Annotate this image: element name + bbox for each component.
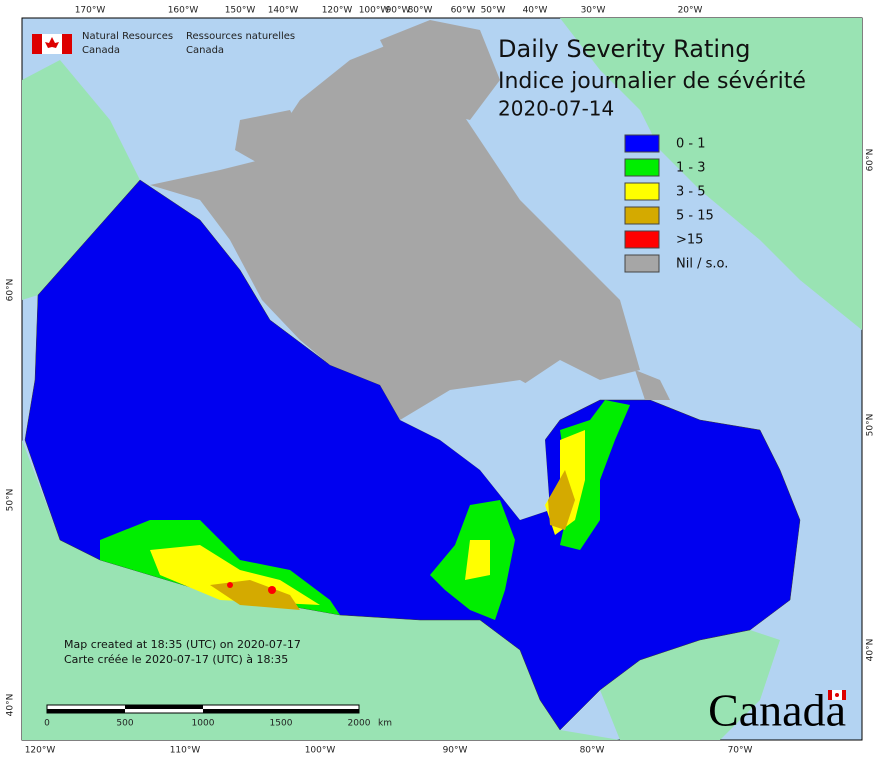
scale-label: 500 (116, 719, 133, 729)
scale-bar (46, 704, 360, 714)
wordmark: Canada (708, 685, 846, 736)
title-fr: Indice journalier de sévérité (498, 69, 806, 94)
legend-swatch (624, 206, 660, 225)
legend-label: 5 - 15 (676, 209, 714, 224)
latitude-label: 40°N (6, 694, 16, 717)
latitude-label: 60°N (6, 279, 16, 302)
agency-en: Natural Resources (82, 31, 173, 42)
longitude-label: 170°W (75, 6, 106, 16)
agency-fr: Canada (186, 45, 224, 56)
latitude-label: 50°N (866, 414, 876, 437)
severity-patch (465, 540, 490, 580)
longitude-label: 120°W (322, 6, 353, 16)
legend-label: 3 - 5 (676, 185, 706, 200)
longitude-label: 40°W (523, 6, 548, 16)
legend-label: 0 - 1 (676, 137, 706, 152)
hudson-bay (400, 380, 555, 520)
longitude-label: 20°W (678, 6, 703, 16)
latitude-label: 60°N (866, 149, 876, 172)
wordmark-flag (828, 690, 846, 700)
longitude-label: 160°W (168, 6, 199, 16)
legend-label: Nil / s.o. (676, 257, 728, 272)
longitude-label: 80°W (580, 746, 605, 756)
arctic-nil (150, 40, 640, 420)
usa (22, 440, 620, 740)
legend-swatch (624, 230, 660, 249)
longitude-label: 120°W (25, 746, 56, 756)
severity-patch (548, 470, 575, 530)
longitude-label: 100°W (305, 746, 336, 756)
latitude-label: 40°N (866, 639, 876, 662)
legend-swatch (624, 182, 660, 201)
scale-label: 1500 (270, 719, 293, 729)
date: 2020-07-14 (498, 97, 614, 121)
agency-en: Canada (82, 45, 120, 56)
nrcan-logo (32, 34, 72, 54)
legend-swatch (624, 254, 660, 273)
longitude-label: 70°W (728, 746, 753, 756)
usa-east (600, 630, 780, 740)
legend-swatch (624, 134, 660, 153)
labrador-nil (635, 370, 670, 400)
scale-label: 2000 (348, 719, 371, 729)
severity-patch (227, 582, 233, 588)
longitude-label: 60°W (451, 6, 476, 16)
title: Daily Severity Rating (498, 35, 750, 63)
longitude-label: 140°W (268, 6, 299, 16)
arctic-island (380, 20, 500, 120)
longitude-label: 150°W (225, 6, 256, 16)
note: Map created at 18:35 (UTC) on 2020-07-17 (64, 638, 301, 651)
scale-unit: km (378, 719, 392, 729)
legend: 0 - 1 1 - 3 3 - 5 5 - 15 >15 Nil / s.o. (624, 134, 728, 273)
longitude-label: 80°W (408, 6, 433, 16)
longitude-label: 50°W (481, 6, 506, 16)
greenland (560, 18, 862, 330)
severity-patch (268, 586, 276, 594)
longitude-label: 30°W (581, 6, 606, 16)
longitude-label: 100°W (359, 6, 390, 16)
severity-patch (150, 545, 320, 605)
scale-label: 1000 (192, 719, 215, 729)
scale-labels: 0 500 1000 1500 2000 km (44, 719, 392, 729)
scale-label: 0 (44, 719, 50, 729)
longitude-label: 90°W (386, 6, 411, 16)
legend-swatch (624, 158, 660, 177)
alaska (22, 60, 140, 300)
legend-label: 1 - 3 (676, 161, 706, 176)
severity-patch (210, 580, 300, 610)
longitude-label: 90°W (443, 746, 468, 756)
arctic-island (235, 110, 310, 170)
note: Carte créée le 2020-07-17 (UTC) à 18:35 (64, 653, 288, 666)
agency-fr: Ressources naturelles (186, 31, 295, 42)
graticule-labels: 170°W 160°W 150°W 140°W 120°W 100°W90°W80°W 60… (6, 6, 876, 756)
longitude-label: 110°W (170, 746, 201, 756)
legend-label: >15 (676, 233, 703, 248)
latitude-label: 50°N (6, 489, 16, 512)
